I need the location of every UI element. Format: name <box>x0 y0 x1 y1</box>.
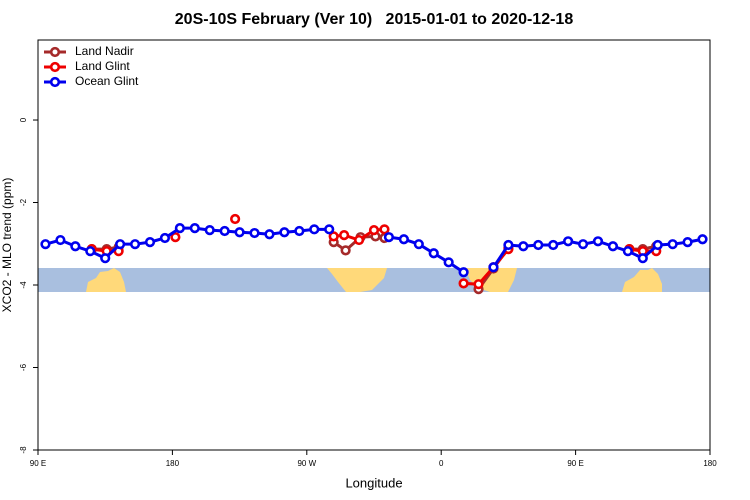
x-tick-label: 0 <box>439 459 444 468</box>
map-strip <box>38 268 710 292</box>
data-point <box>339 230 350 241</box>
x-tick-label: 180 <box>703 459 717 468</box>
data-point <box>443 257 454 268</box>
data-point <box>340 245 351 256</box>
legend-marker <box>49 76 61 88</box>
data-point <box>458 267 469 278</box>
data-point <box>219 225 230 237</box>
legend-marker <box>49 61 61 73</box>
data-point <box>294 225 305 237</box>
data-point <box>383 232 395 243</box>
data-point <box>667 239 678 250</box>
data-point <box>279 227 290 238</box>
data-point <box>129 239 141 250</box>
data-point <box>174 222 185 234</box>
data-point <box>264 229 275 240</box>
data-point <box>170 232 181 243</box>
data-point <box>428 248 439 259</box>
data-point <box>328 231 339 242</box>
data-point <box>379 224 390 235</box>
plot-frame <box>37 39 711 451</box>
data-point <box>503 239 514 251</box>
data-point <box>398 234 409 245</box>
data-point <box>592 236 604 247</box>
data-point <box>458 278 469 289</box>
land-shape <box>86 268 126 292</box>
y-tick-label: -4 <box>19 281 28 289</box>
data-point <box>637 253 648 264</box>
data-point <box>697 234 708 245</box>
x-tick-label: 90 E <box>30 459 46 468</box>
legend-label: Land Glint <box>75 59 130 73</box>
chart-title: 20S-10S February (Ver 10) 2015-01-01 to … <box>175 11 574 28</box>
data-point <box>85 246 96 257</box>
data-point <box>189 222 200 234</box>
x-tick-label: 180 <box>166 459 180 468</box>
x-tick-label: 90 W <box>297 459 316 468</box>
data-point <box>234 227 245 238</box>
data-point <box>413 239 424 250</box>
data-point <box>473 279 484 290</box>
data-point <box>324 224 335 235</box>
y-tick-label: -2 <box>19 198 28 206</box>
legend-label: Land Nadir <box>75 44 134 58</box>
data-point <box>115 239 126 250</box>
data-point <box>518 241 529 252</box>
data-point <box>563 236 574 247</box>
land-shape <box>327 268 387 292</box>
data-point <box>309 224 320 235</box>
series <box>40 222 708 278</box>
data-point <box>353 234 365 246</box>
data-point <box>533 239 544 251</box>
x-tick-label: 90 E <box>567 459 583 468</box>
data-point <box>577 239 589 250</box>
data-point <box>204 225 215 236</box>
data-point <box>548 239 559 251</box>
data-point <box>249 227 260 239</box>
data-point <box>70 241 81 252</box>
data-point <box>55 234 66 246</box>
x-axis-label: Longitude <box>345 475 402 490</box>
data-point <box>230 213 241 225</box>
y-tick-label: 0 <box>19 117 28 122</box>
data-point <box>488 262 499 273</box>
data-point <box>368 225 380 236</box>
data-point <box>682 237 693 248</box>
land-shape <box>622 268 662 292</box>
data-point <box>100 253 111 264</box>
legend-label: Ocean Glint <box>75 74 139 88</box>
data-point <box>144 237 156 248</box>
data-point <box>652 239 663 251</box>
legend-marker <box>49 46 61 58</box>
data-point <box>622 246 633 257</box>
y-tick-label: -8 <box>19 446 28 454</box>
data-point <box>159 232 171 244</box>
y-axis-label: XCO2 - MLO trend (ppm) <box>0 178 14 313</box>
data-point <box>607 241 619 252</box>
data-point <box>40 239 51 250</box>
y-tick-label: -6 <box>19 363 28 371</box>
